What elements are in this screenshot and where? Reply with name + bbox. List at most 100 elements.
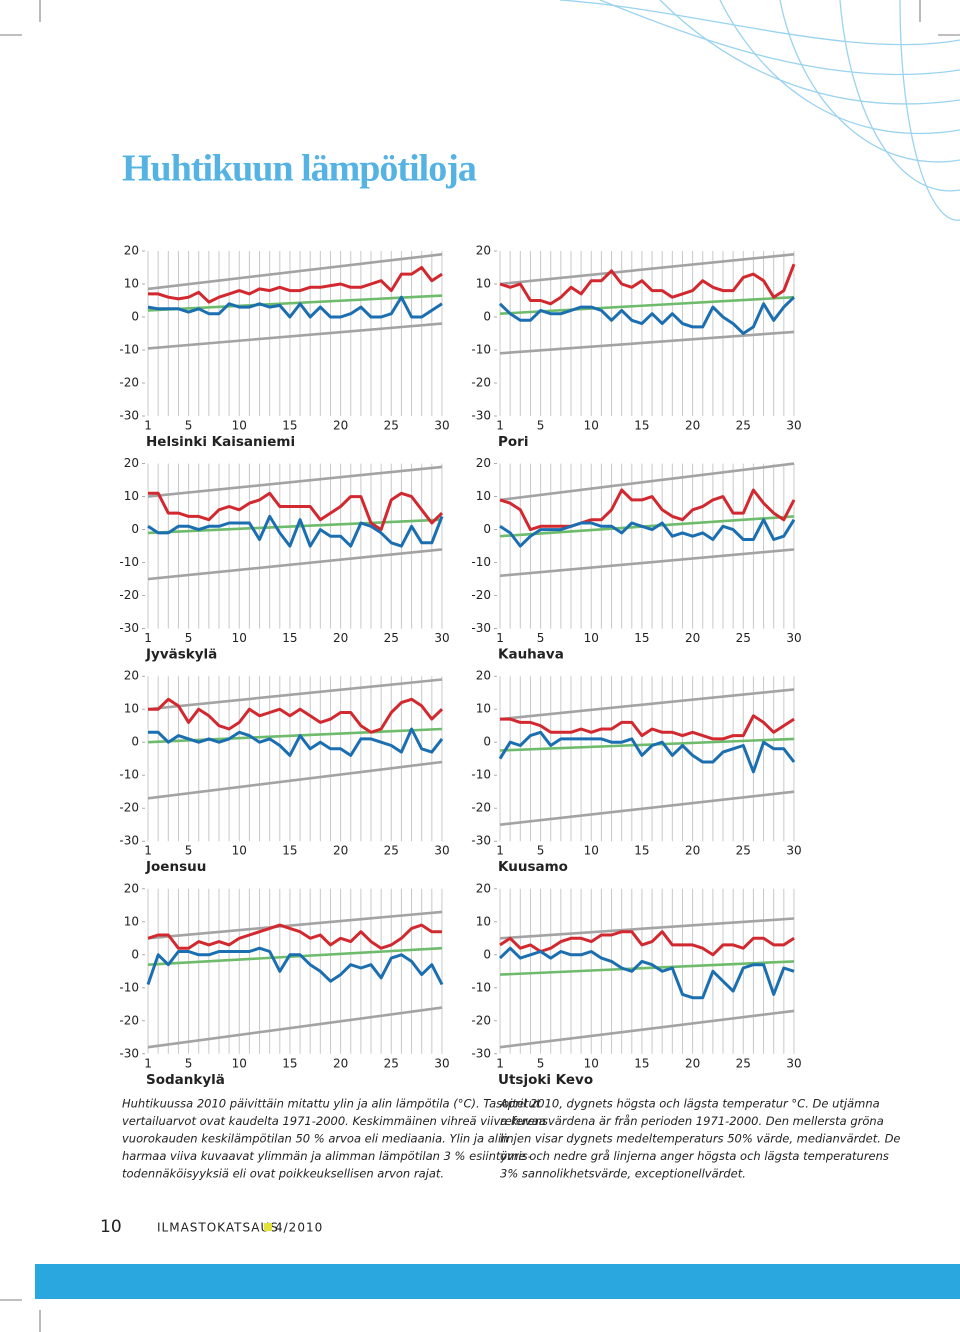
y-tick-label: 0 (483, 310, 491, 324)
x-tick-label: 1 (144, 1056, 152, 1070)
y-tick-label: 10 (124, 914, 139, 928)
series-line (499, 462, 795, 502)
y-tick-label: 10 (476, 702, 491, 716)
x-tick-label: 10 (232, 631, 247, 645)
x-tick-label: 20 (333, 844, 348, 858)
y-tick-label: -30 (471, 621, 491, 635)
x-tick-label: 5 (537, 1056, 545, 1070)
series-line (500, 714, 795, 741)
x-tick-label: 1 (496, 844, 504, 858)
x-tick-label: 10 (584, 631, 599, 645)
series-line (498, 946, 795, 1000)
series-line (147, 923, 442, 950)
y-tick-label: 0 (131, 522, 139, 536)
y-tick-label: -10 (119, 343, 139, 357)
caption-line: linjen visar dygnets medeltemperaturs 50… (500, 1132, 901, 1146)
series-line (499, 917, 795, 940)
chart-title: Jyväskylä (145, 647, 217, 663)
x-tick-label: 10 (584, 844, 599, 858)
y-tick-label: -30 (119, 1046, 139, 1060)
chart-title: Sodankylä (146, 1072, 225, 1088)
x-tick-label: 1 (496, 419, 504, 433)
x-tick-label: 25 (736, 844, 751, 858)
series-line (147, 760, 443, 800)
x-tick-label: 20 (333, 419, 348, 433)
x-tick-label: 30 (434, 419, 449, 433)
series-line (499, 330, 795, 355)
x-tick-label: 1 (496, 631, 504, 645)
y-tick-label: 20 (124, 456, 139, 470)
x-tick-label: 1 (496, 1056, 504, 1070)
x-tick-label: 20 (685, 631, 700, 645)
series-line (146, 946, 444, 986)
y-tick-label: 20 (124, 669, 139, 683)
x-tick-label: 15 (282, 844, 297, 858)
x-tick-label: 5 (537, 631, 545, 645)
x-tick-label: 5 (537, 419, 545, 433)
series-line (147, 1006, 443, 1049)
series-line (499, 253, 795, 286)
x-tick-label: 15 (634, 419, 649, 433)
y-tick-label: 0 (131, 735, 139, 749)
y-tick-label: -20 (471, 588, 491, 602)
y-tick-label: -30 (471, 1046, 491, 1060)
chart-title: Pori (498, 434, 528, 450)
chart-title: Kuusamo (498, 859, 568, 875)
series-line (498, 296, 796, 335)
series-line (147, 910, 443, 940)
caption-line: referensvärdena är från perioden 1971-20… (500, 1114, 884, 1128)
y-tick-label: 0 (131, 310, 139, 324)
series-line (147, 727, 443, 744)
decoration (559, 0, 960, 221)
x-tick-label: 25 (736, 631, 751, 645)
series-line (499, 515, 795, 538)
x-tick-label: 15 (634, 1056, 649, 1070)
y-tick-label: 0 (483, 947, 491, 961)
series-line (499, 263, 796, 306)
series-line (147, 295, 443, 319)
x-tick-label: 5 (185, 1056, 193, 1070)
y-tick-label: 20 (124, 244, 139, 258)
series-line (499, 688, 795, 721)
caption-line: övre och nedre grå linjerna anger högsta… (500, 1149, 889, 1163)
x-tick-label: 10 (584, 419, 599, 433)
series-line (148, 727, 444, 757)
y-tick-label: -20 (119, 801, 139, 815)
series-line (147, 678, 443, 711)
caption-line: 3% sannolikhetsvärde, exceptionellvärdet… (500, 1167, 746, 1181)
series-line (147, 322, 443, 350)
x-tick-label: 20 (685, 419, 700, 433)
x-tick-label: 30 (434, 1056, 449, 1070)
y-tick-label: 20 (476, 881, 491, 895)
chart-title: Joensuu (145, 859, 206, 875)
y-tick-label: -30 (119, 621, 139, 635)
y-tick-label: -10 (119, 555, 139, 569)
x-tick-label: 5 (185, 631, 193, 645)
y-tick-label: 20 (476, 669, 491, 683)
x-tick-label: 30 (434, 844, 449, 858)
y-tick-label: -10 (471, 980, 491, 994)
x-tick-label: 20 (333, 1056, 348, 1070)
x-tick-label: 25 (384, 631, 399, 645)
x-tick-label: 25 (384, 844, 399, 858)
series-line (147, 548, 443, 581)
footer-square (264, 1223, 272, 1231)
x-tick-label: 30 (786, 631, 801, 645)
x-tick-label: 10 (584, 1056, 599, 1070)
x-tick-label: 30 (786, 1056, 801, 1070)
chart-title: Kauhava (498, 647, 564, 663)
series-line (499, 737, 795, 752)
x-tick-label: 20 (333, 631, 348, 645)
y-tick-label: -30 (471, 409, 491, 423)
series-line (499, 488, 796, 532)
series-line (147, 253, 443, 291)
x-tick-label: 5 (537, 844, 545, 858)
y-tick-label: 10 (124, 277, 139, 291)
x-tick-label: 10 (232, 1056, 247, 1070)
x-tick-label: 25 (384, 1056, 399, 1070)
y-tick-label: -30 (119, 409, 139, 423)
series-line (147, 514, 444, 548)
x-tick-label: 5 (185, 844, 193, 858)
